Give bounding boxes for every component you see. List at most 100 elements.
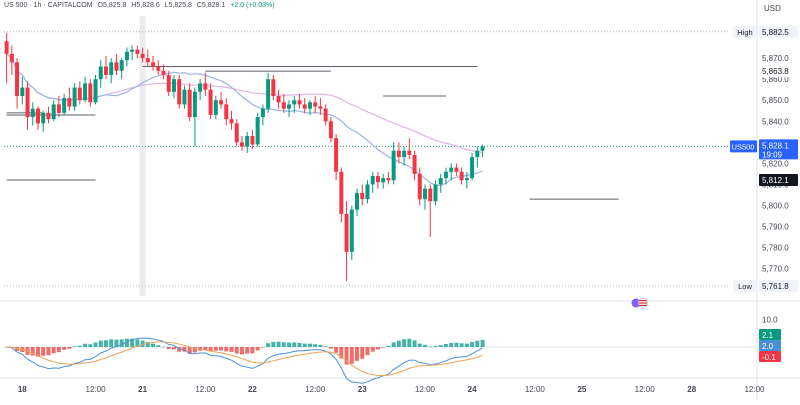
low-price-label: 5,761.8 (762, 282, 789, 291)
y-tick-label: 5,800.0 (762, 201, 789, 210)
high-value: H5,828.6 (131, 2, 160, 9)
candle (402, 150, 407, 158)
candle (140, 53, 145, 59)
macd-histogram-bar (339, 347, 344, 359)
candle (72, 87, 77, 107)
macd-histogram-bar (187, 347, 192, 354)
macd-histogram-bar (145, 342, 150, 347)
candle (51, 104, 56, 120)
x-tick-label: 23 (358, 385, 367, 394)
candle (177, 79, 182, 105)
macd-histogram-bar (135, 339, 140, 347)
macd-histogram-bar (396, 340, 401, 347)
y-tick-label: 5,840.0 (762, 117, 789, 126)
macd-histogram-bar (151, 343, 156, 347)
candle (459, 171, 464, 181)
macd-tick-label: 10.0 (762, 316, 778, 325)
candle (470, 157, 475, 179)
macd-histogram-bar (428, 346, 433, 348)
y-tick-label: 5,770.0 (762, 265, 789, 274)
macd-histogram-bar (156, 345, 161, 347)
candle (464, 178, 469, 181)
macd-histogram-bar (219, 347, 224, 351)
macd-histogram-bar (182, 347, 187, 352)
candle (245, 136, 250, 147)
candle (161, 70, 166, 75)
macd-histogram-bar (417, 343, 422, 347)
macd-histogram-bar (114, 339, 119, 347)
support-price-label: 5,812.1 (762, 176, 789, 185)
macd-histogram-bar (302, 343, 307, 347)
macd-histogram-bar (475, 340, 480, 347)
candle (318, 106, 323, 109)
macd-line (6, 337, 483, 384)
x-tick-label: 12:00 (195, 385, 216, 394)
candle (171, 79, 176, 92)
current-symbol-tag: US500 (732, 142, 755, 151)
candle (9, 53, 14, 63)
low-tag-box (733, 279, 757, 292)
macd-histogram-bar (56, 347, 61, 353)
macd-histogram-bar (360, 347, 365, 359)
candle (438, 178, 443, 185)
candle (198, 83, 203, 92)
candle (135, 49, 140, 54)
candle (454, 167, 459, 172)
macd-histogram-bar (276, 341, 281, 347)
candle (67, 98, 72, 107)
candle (260, 108, 265, 118)
candle (119, 60, 124, 71)
session-break-band (139, 16, 146, 296)
macd-histogram-bar (229, 347, 234, 352)
support-badge (759, 174, 798, 186)
current-price-badge (759, 139, 798, 160)
macd-histogram-bar (234, 347, 239, 354)
macd-histogram-bar (323, 346, 328, 347)
macd-histogram-bar (344, 347, 349, 365)
macd-histogram-bar (35, 347, 40, 357)
candle (98, 66, 103, 80)
candle (480, 146, 485, 151)
candle (449, 167, 454, 172)
macd-histogram-bar (103, 340, 108, 347)
macd-histogram-bar (171, 347, 176, 350)
candle (396, 150, 401, 158)
symbol-header: US 500 · 1h · CAPITALCOM O5,825.8 H5,828… (4, 2, 278, 9)
candle (93, 79, 98, 103)
candle (166, 74, 171, 92)
y-tick-label: 5,860.0 (762, 75, 789, 84)
macd-histogram-bar (391, 342, 396, 347)
candle (412, 154, 417, 174)
macd-value-label: 2.1 (762, 331, 774, 340)
candle (281, 102, 286, 109)
candle (145, 58, 150, 63)
macd-histogram-bar (402, 339, 407, 347)
macd-histogram-bar (213, 347, 218, 351)
low-badge (759, 279, 798, 292)
macd-histogram-bar (433, 346, 438, 347)
macd-histogram-bar (307, 343, 312, 347)
candle (56, 104, 61, 113)
candle (307, 102, 312, 109)
macd-histogram-bar (192, 347, 197, 353)
x-tick-label: 18 (18, 385, 27, 394)
macd-value-badge (759, 340, 781, 351)
x-tick-label: 12:00 (635, 385, 656, 394)
candle (417, 173, 422, 200)
macd-histogram-bar (208, 347, 213, 352)
candle (391, 150, 396, 181)
y-tick-label: 5,780.0 (762, 244, 789, 253)
flag-icon[interactable] (631, 297, 651, 309)
macd-histogram-bar (407, 338, 412, 347)
macd-histogram-bar (470, 342, 475, 347)
high-tag: High (737, 28, 752, 37)
currency-label: USD (764, 4, 781, 13)
x-tick-label: 12:00 (305, 385, 326, 394)
candle (114, 62, 119, 71)
candle (328, 121, 333, 139)
macd-value-badge (759, 351, 781, 362)
macd-histogram-bar (375, 347, 380, 350)
macd-histogram-bar (245, 347, 250, 354)
